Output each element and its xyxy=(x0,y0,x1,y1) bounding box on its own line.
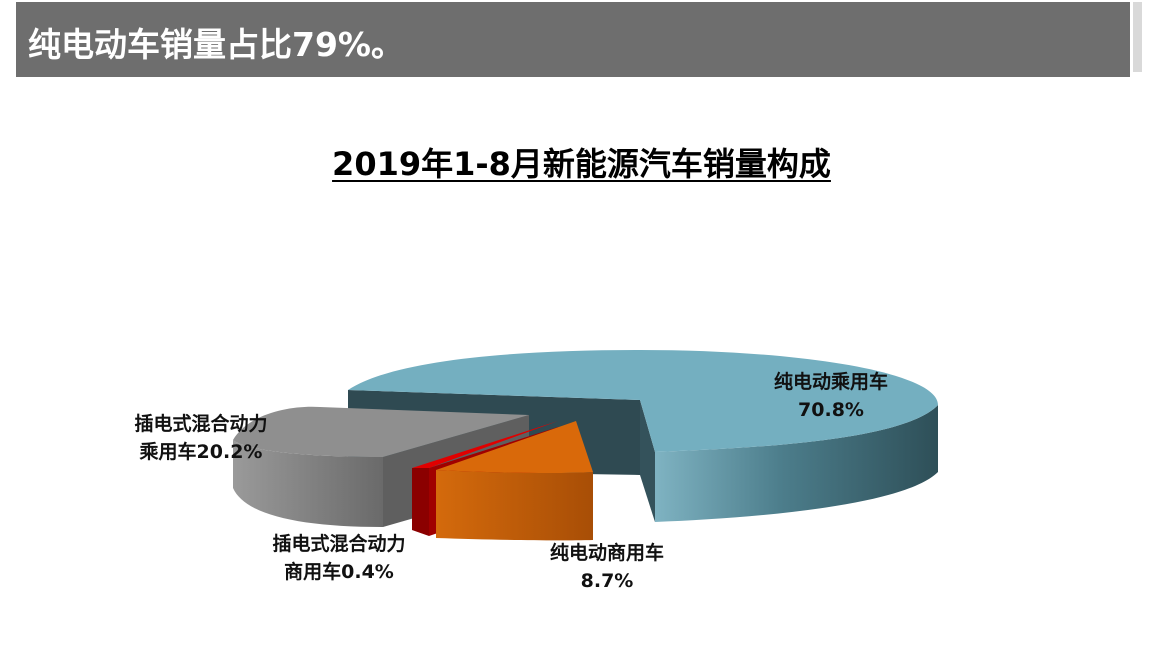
slice-bev-passenger-top xyxy=(348,350,938,452)
chart-title: 2019年1-8月新能源汽车销量构成 xyxy=(0,139,1161,185)
label-phev-passenger-name: 插电式混合动力 xyxy=(134,413,268,435)
slice-phev-commercial-top xyxy=(412,421,558,468)
label-bev-commercial: 纯电动商用车 8.7% xyxy=(522,539,692,595)
slice-phev-passenger-top xyxy=(233,406,529,457)
label-bev-passenger: 纯电动乘用车 70.8% xyxy=(746,368,916,424)
header-title: 纯电动车销量占比79%。 xyxy=(28,25,404,64)
header-edge-accent xyxy=(1133,2,1142,72)
slice-bev-commercial xyxy=(436,421,593,541)
label-bev-commercial-name: 纯电动商用车 xyxy=(549,542,664,564)
label-phev-passenger: 插电式混合动力 乘用车20.2% xyxy=(108,410,294,466)
label-bev-commercial-value: 8.7% xyxy=(580,570,634,592)
slice-phev-passenger-side xyxy=(233,440,383,527)
slice-bev-passenger-cut-wall xyxy=(640,400,655,522)
label-phev-commercial-value: 商用车0.4% xyxy=(284,561,394,583)
slice-bev-commercial-top xyxy=(436,421,593,474)
chart-title-text: 2019年1-8月新能源汽车销量构成 xyxy=(332,145,831,183)
header-bar xyxy=(16,2,1130,77)
label-phev-passenger-value: 乘用车20.2% xyxy=(139,441,263,463)
label-bev-passenger-name: 纯电动乘用车 xyxy=(773,371,888,393)
slice-bev-passenger-side xyxy=(655,405,938,522)
slice-bev-commercial-side xyxy=(436,470,593,541)
label-bev-passenger-value: 70.8% xyxy=(798,399,864,421)
label-phev-commercial-name: 插电式混合动力 xyxy=(272,533,406,555)
slice-phev-commercial-side xyxy=(412,468,429,536)
label-phev-commercial: 插电式混合动力 商用车0.4% xyxy=(246,530,432,586)
